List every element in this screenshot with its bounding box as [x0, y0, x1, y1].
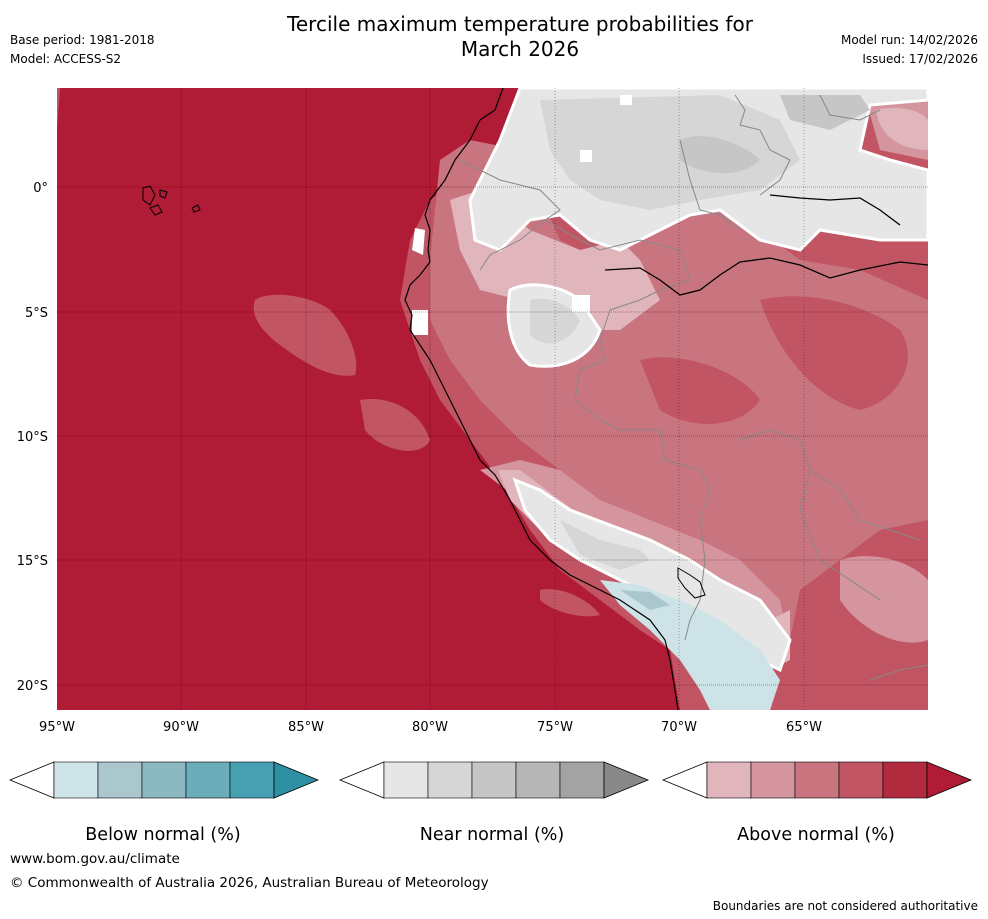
lat-label: 15°S: [17, 554, 48, 569]
colorbar-extend-low: [8, 761, 55, 799]
lat-label: 20°S: [17, 679, 48, 694]
model-name: Model: ACCESS-S2: [10, 52, 122, 66]
lon-label: 95°W: [39, 720, 75, 735]
colorbar-segment: [882, 761, 928, 799]
colorbar-segment: [750, 761, 796, 799]
issued-date: Issued: 17/02/2026: [862, 52, 978, 66]
colorbar-segment: [427, 761, 473, 799]
map-gridlines: [57, 88, 928, 710]
lon-label: 80°W: [412, 720, 448, 735]
amazon-river: [604, 257, 928, 296]
colorbar-above: 405060708090: [661, 761, 973, 799]
country-borders: [459, 94, 928, 681]
colorbar-extend-high: [273, 761, 320, 799]
colorbar-segment: [838, 761, 884, 799]
model-run: Model run: 14/02/2026: [840, 33, 978, 47]
colorbar-segment: [185, 761, 231, 799]
colorbar-extend-high: [603, 761, 650, 799]
longitude-labels: 95°W 90°W 85°W 80°W 75°W 70°W 65°W: [39, 720, 822, 735]
probability-map: 0° 5°S 10°S 15°S 20°S 95°W 90°W 85°W 80°…: [8, 88, 973, 799]
lon-label: 75°W: [537, 720, 573, 735]
below-normal-label: Below normal (%): [85, 825, 241, 845]
colorbar-legends: 405060708090 405060708090 405060708090: [8, 761, 973, 799]
colorbar-segment: [559, 761, 605, 799]
lat-label: 5°S: [25, 306, 48, 321]
colorbar-segment: [515, 761, 561, 799]
copyright-notice: © Commonwealth of Australia 2026, Austra…: [10, 875, 489, 891]
colorbar-segment: [706, 761, 752, 799]
lon-label: 90°W: [163, 720, 199, 735]
lake-titicaca: [677, 567, 706, 599]
near-normal-label: Near normal (%): [419, 825, 565, 845]
lat-label: 10°S: [17, 430, 48, 445]
colorbar-segment: [471, 761, 517, 799]
title-line-2: March 2026: [460, 37, 580, 61]
map-title: Tercile maximum temperature probabilitie…: [250, 12, 790, 62]
colorbar-extend-low: [338, 761, 385, 799]
colorbar-near: 405060708090: [338, 761, 650, 799]
colorbar-segment: [53, 761, 99, 799]
colorbar-extend-low: [661, 761, 708, 799]
below-normal-area: [600, 580, 780, 710]
title-line-1: Tercile maximum temperature probabilitie…: [287, 12, 753, 36]
colorbar-extend-high: [926, 761, 973, 799]
rio-negro: [769, 194, 901, 226]
colorbar-segment: [141, 761, 187, 799]
lat-label: 0°: [33, 181, 48, 196]
colorbar-segment: [97, 761, 143, 799]
map-plot-area: [57, 88, 928, 710]
lon-label: 65°W: [786, 720, 822, 735]
colorbar-below: 405060708090: [8, 761, 320, 799]
colorbar-segment: [383, 761, 429, 799]
boundary-disclaimer: Boundaries are not considered authoritat…: [712, 899, 978, 913]
above-normal-label: Above normal (%): [737, 825, 895, 845]
coastline: [404, 88, 679, 710]
base-period: Base period: 1981-2018: [10, 33, 155, 47]
latitude-labels: 0° 5°S 10°S 15°S 20°S: [17, 181, 48, 694]
colorbar-segment: [229, 761, 275, 799]
lon-label: 85°W: [288, 720, 324, 735]
galapagos-islands: [142, 185, 201, 216]
lon-label: 70°W: [661, 720, 697, 735]
website-link[interactable]: www.bom.gov.au/climate: [10, 851, 180, 867]
colorbar-segment: [794, 761, 840, 799]
